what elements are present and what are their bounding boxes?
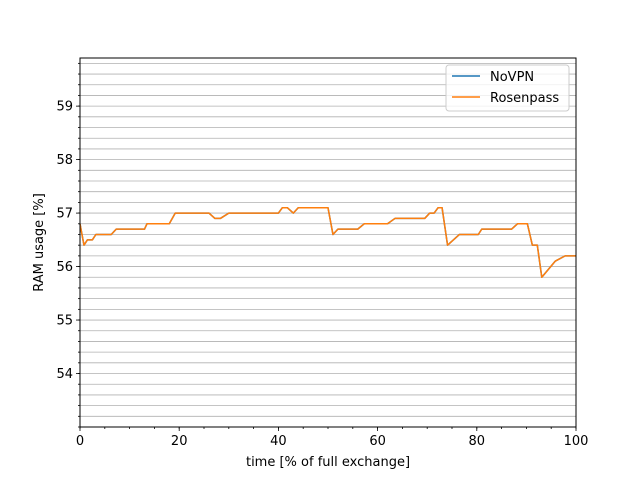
y-axis-label: RAM usage [%] (32, 193, 47, 292)
y-tick-label: 56 (56, 260, 73, 275)
legend-label-rosenpass: Rosenpass (490, 91, 559, 106)
axis-ticks: 54 55 56 57 58 59 0 20 40 60 80 100 (56, 62, 589, 449)
grid (80, 62, 576, 428)
x-tick-label: 40 (270, 434, 287, 449)
y-tick-label: 59 (56, 100, 73, 115)
legend: NoVPN Rosenpass (445, 64, 570, 112)
y-tick-label: 58 (56, 153, 73, 168)
series-line-rosenpass (79, 206, 576, 279)
x-tick-label: 0 (76, 434, 84, 449)
y-tick-label: 55 (56, 314, 73, 329)
x-tick-label: 60 (369, 434, 386, 449)
legend-label-novpn: NoVPN (490, 70, 534, 85)
x-axis-label: time [% of full exchange] (246, 455, 410, 470)
x-tick-label: 100 (564, 434, 589, 449)
x-tick-label: 80 (469, 434, 486, 449)
y-tick-label: 54 (56, 367, 73, 382)
x-tick-label: 20 (171, 434, 188, 449)
y-tick-label: 57 (56, 207, 73, 222)
series-lines (79, 206, 576, 279)
